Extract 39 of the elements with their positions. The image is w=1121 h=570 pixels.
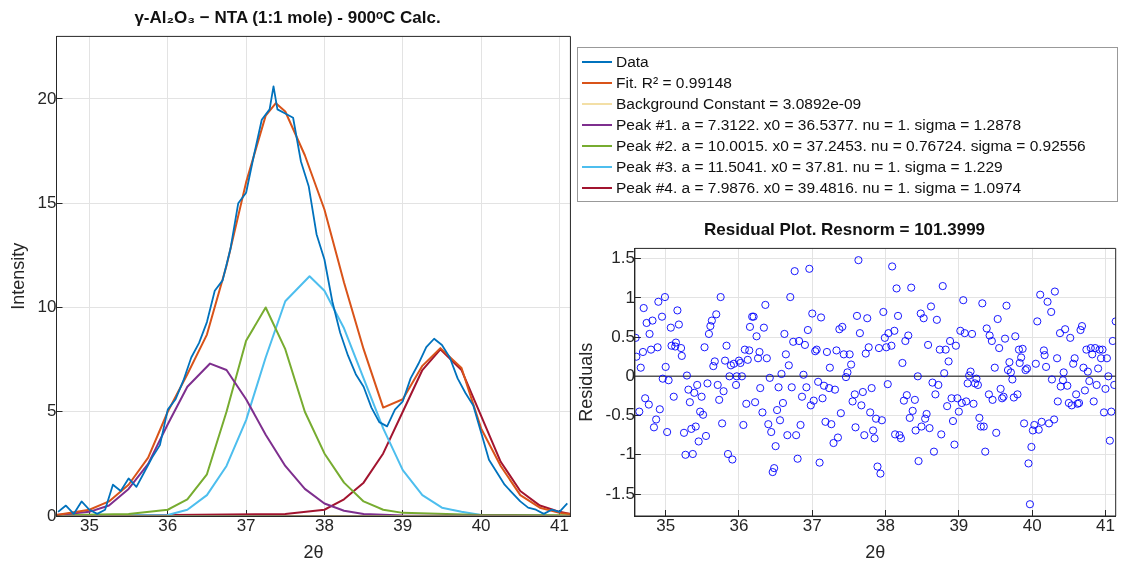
x-tick-label: 38: [314, 515, 334, 535]
y-axis-title: Intensity: [7, 242, 28, 310]
y-axis-title: Residuals: [575, 342, 596, 422]
y-tick-label: -0.5: [605, 405, 635, 425]
y-tick-label: 15: [37, 192, 57, 212]
legend-label: Fit. R² = 0.99148: [616, 73, 732, 92]
legend-label: Peak #2. a = 10.0015. x0 = 37.2453. nu = 0.76724. sigma = 0.92556: [616, 136, 1086, 155]
x-tick-label: 36: [729, 515, 749, 535]
x-tick-label: 40: [471, 515, 491, 535]
legend-label: Peak #1. a = 7.3122. x0 = 36.5377. nu = 1. sigma = 1.2878: [616, 115, 1022, 134]
x-tick-label: 35: [656, 515, 676, 535]
x-tick-label: 36: [158, 515, 178, 535]
y-tick-label: 1.5: [611, 248, 635, 268]
x-tick-label: 39: [949, 515, 969, 535]
legend-label: Peak #4. a = 7.9876. x0 = 39.4816. nu = 1. sigma = 1.0974: [616, 178, 1022, 197]
legend-label: Data: [616, 52, 649, 71]
x-axis-title: 2θ: [303, 542, 324, 563]
x-tick-label: 38: [876, 515, 896, 535]
x-tick-label: 40: [1022, 515, 1042, 535]
x-tick-label: 41: [550, 515, 569, 535]
y-tick-label: 5: [47, 401, 57, 421]
x-tick-label: 35: [79, 515, 99, 535]
y-tick-label: 20: [37, 88, 57, 108]
x-tick-label: 41: [1095, 515, 1115, 535]
legend-label: Peak #3. a = 11.5041. x0 = 37.81. nu = 1. sigma = 1.229: [616, 157, 1003, 176]
y-tick-label: 0.5: [611, 326, 635, 346]
y-tick-label: 1: [625, 287, 635, 307]
y-tick-label: -1.5: [605, 483, 635, 503]
chart-title: Residual Plot. Resnorm = 101.3999: [703, 219, 986, 239]
y-tick-label: 0: [625, 366, 635, 385]
legend-label: Background Constant = 3.0892e-09: [616, 94, 862, 113]
y-tick-label: 0: [47, 505, 57, 525]
y-tick-label: -1: [619, 444, 635, 464]
x-axis-title: 2θ: [865, 542, 886, 563]
y-tick-label: 10: [37, 297, 57, 317]
chart-title: γ-Al₂O₃ − NTA (1:1 mole) - 900ᵒC Calc.: [134, 7, 441, 27]
x-tick-label: 37: [802, 515, 822, 535]
x-tick-label: 39: [393, 515, 413, 535]
x-tick-label: 37: [236, 515, 256, 535]
